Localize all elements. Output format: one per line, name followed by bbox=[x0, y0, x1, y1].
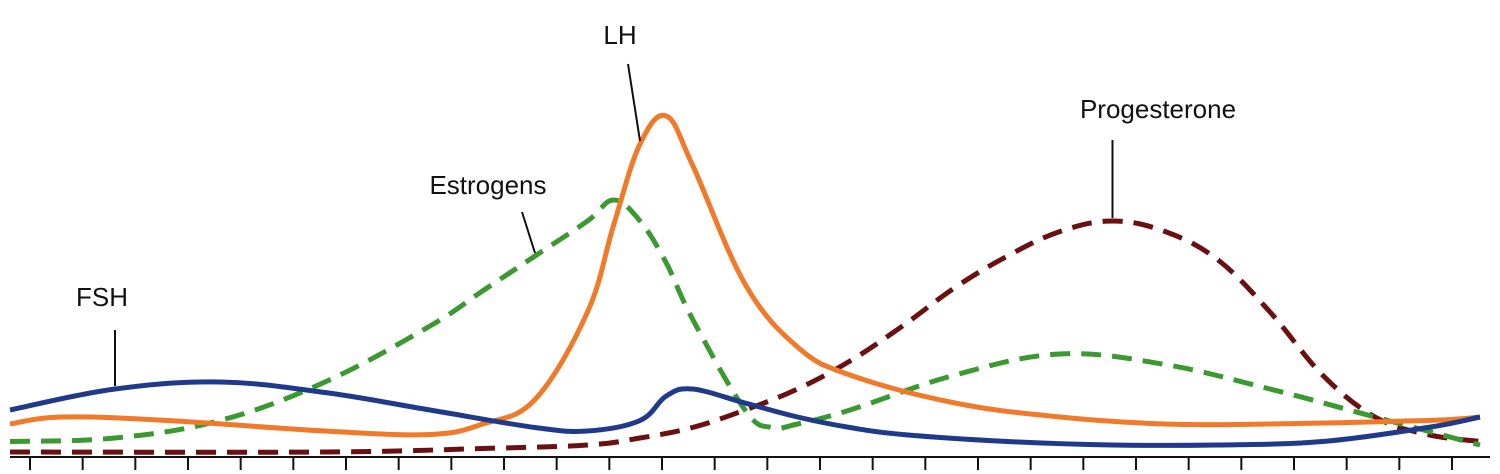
annotation-layer: FSH LH Estrogens Progesterone bbox=[76, 20, 1236, 386]
fsh-series-line bbox=[9, 379, 1481, 448]
x-axis bbox=[10, 456, 1490, 470]
progesterone-label: Progesterone bbox=[1080, 94, 1236, 124]
series-layer bbox=[9, 112, 1481, 455]
lh-leader-line bbox=[627, 63, 641, 142]
estrogens-label: Estrogens bbox=[429, 170, 546, 200]
lh-label: LH bbox=[603, 20, 636, 50]
estrogens-leader-line bbox=[521, 211, 536, 254]
fsh-label: FSH bbox=[76, 282, 128, 312]
progesterone-series-line bbox=[9, 218, 1481, 455]
lh-series-line bbox=[9, 112, 1481, 438]
estrogens-series-line bbox=[9, 197, 1481, 448]
